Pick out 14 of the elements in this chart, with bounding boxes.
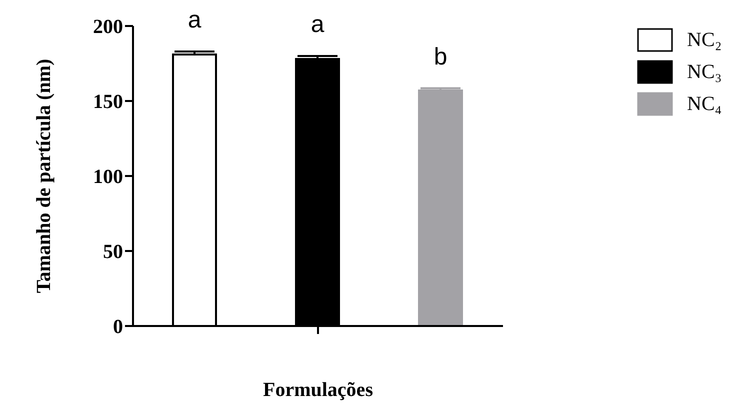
legend-label: NC₂	[687, 28, 722, 52]
annotation: b	[434, 43, 448, 70]
y-tick-label: 150	[93, 91, 123, 114]
y-tick-label: 100	[93, 166, 123, 188]
bar	[418, 90, 463, 326]
annotation: a	[310, 11, 325, 38]
annotation: a	[188, 6, 202, 34]
y-tick-label: 200	[93, 16, 123, 38]
legend-label: NC₃	[687, 60, 722, 84]
legend-label: NC₄	[687, 92, 722, 116]
y-axis-title: Tamanho de partícula (nm)	[33, 58, 56, 294]
y-tick-label: 0	[113, 316, 123, 338]
x-axis-title: Formulações	[263, 379, 374, 401]
y-tick-label: 50	[103, 241, 123, 264]
